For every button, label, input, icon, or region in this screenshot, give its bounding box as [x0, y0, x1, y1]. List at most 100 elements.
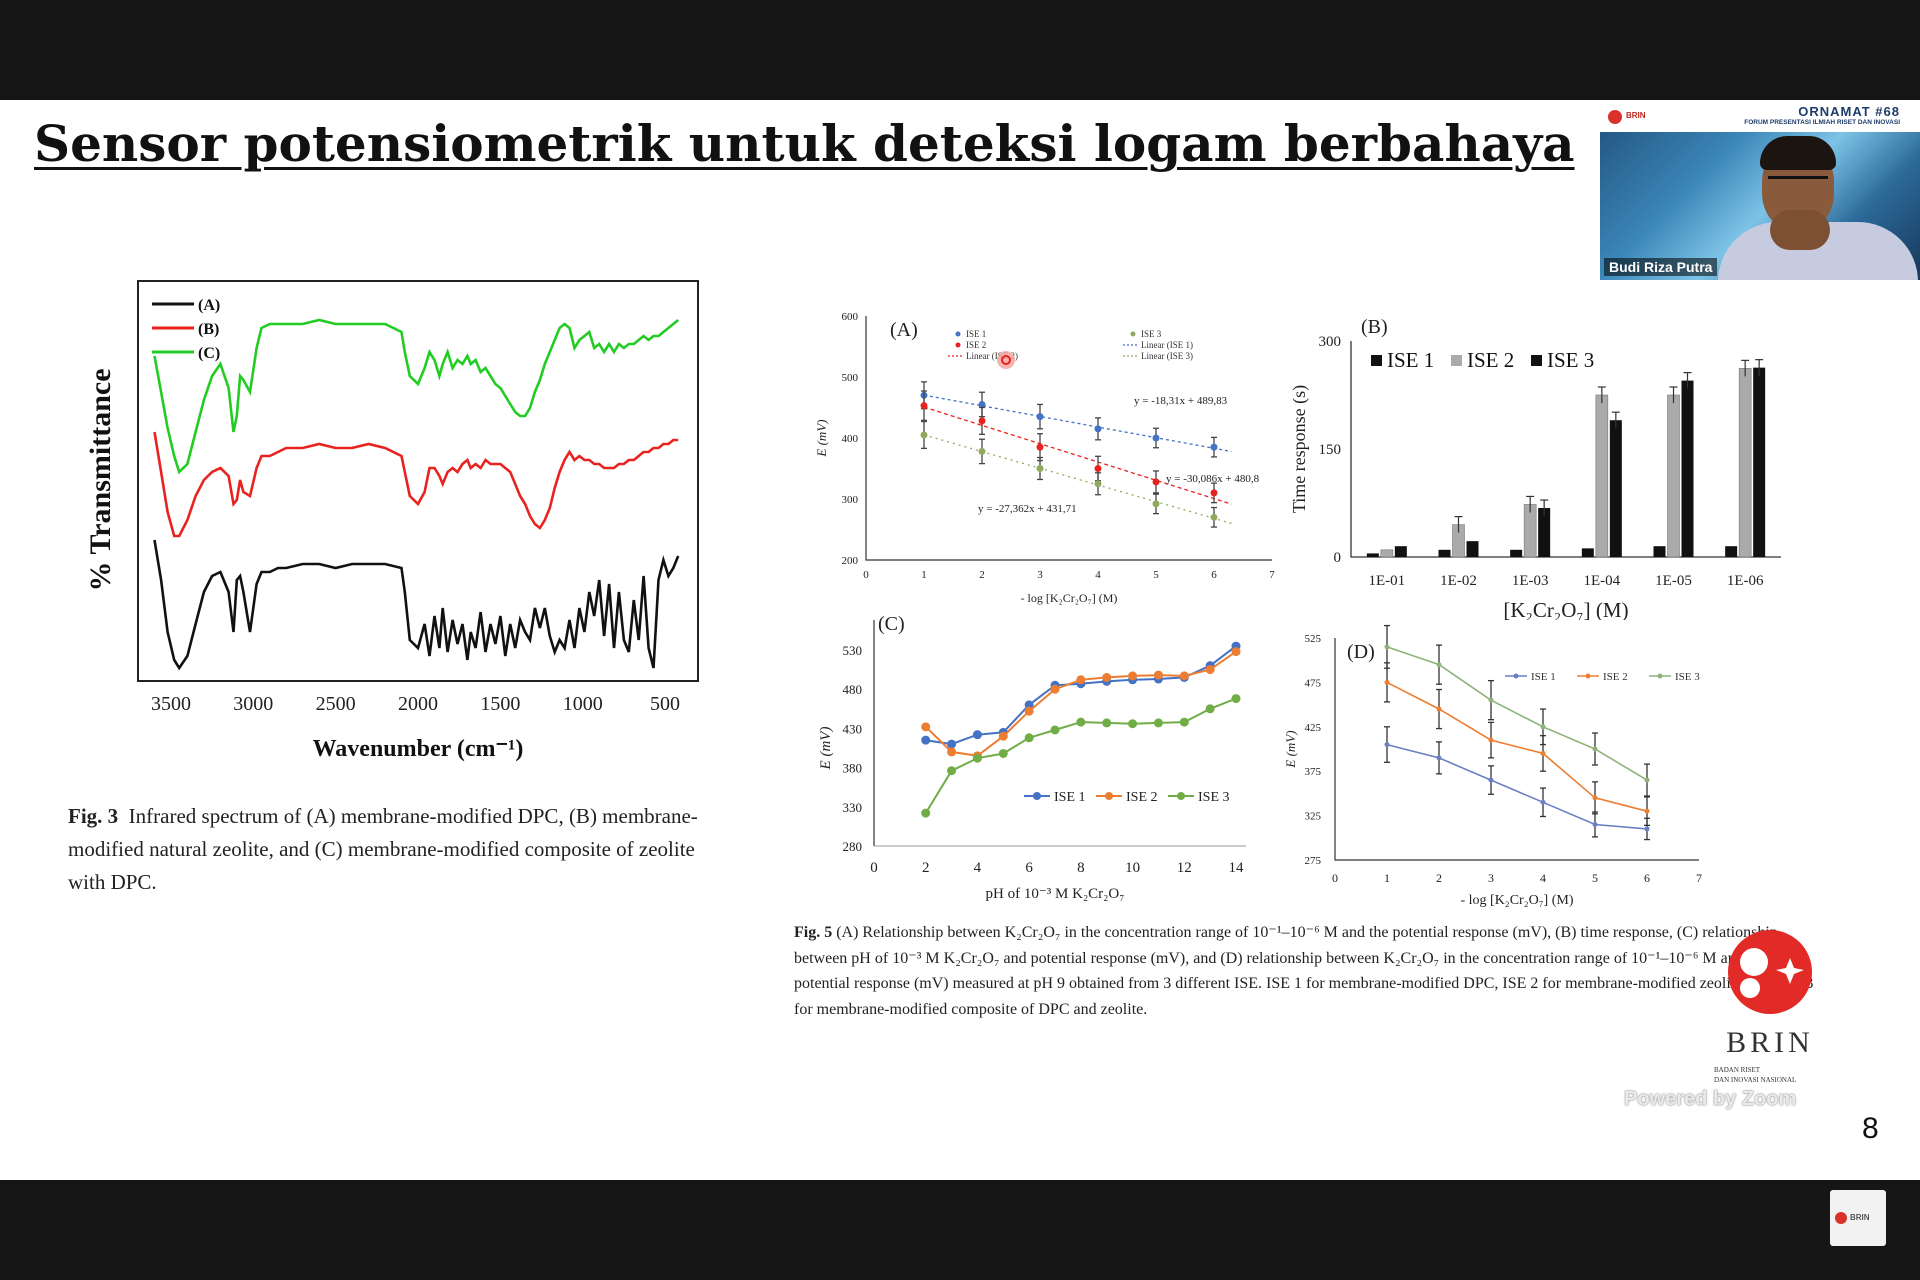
fig5a-legend-label-5: Linear (ISE 3)	[1141, 351, 1193, 361]
fig5c-panel-label: (C)	[878, 613, 905, 635]
fig5c-xlabel: pH of 10⁻³ M K₂Cr₂O₇	[986, 886, 1125, 902]
fig5c-point	[1050, 725, 1060, 735]
fig5a-legend-label-4: Linear (ISE 2)	[966, 351, 1018, 361]
fig5a-xtick-6: 6	[1211, 569, 1217, 581]
fig5b-xtick-1E-06: 1E-06	[1727, 573, 1764, 589]
speaker-glasses	[1768, 176, 1828, 191]
fig5a-xtick-4: 4	[1095, 569, 1101, 581]
fig5d-series-line-0	[1386, 743, 1648, 830]
fig5c-point	[921, 722, 931, 732]
slide-title: Sensor potensiometrik untuk deteksi loga…	[34, 114, 1575, 173]
fig5d-point	[1592, 821, 1598, 827]
fig5c-point	[921, 735, 931, 745]
brin-logo: BRIN BADAN RISET DAN INOVASI NASIONAL	[1714, 930, 1812, 1084]
fig5d-legend-label-2: ISE 3	[1675, 671, 1700, 683]
fig5d-ytick-425: 425	[1305, 722, 1322, 734]
fig5c-point	[947, 766, 957, 776]
fig5d-point	[1384, 644, 1390, 650]
fig5d-point	[1436, 662, 1442, 668]
fig5a-equation-0: y = -18,31x + 489,83	[1134, 395, 1228, 407]
fig5c-xtick-0: 0	[870, 860, 878, 876]
fig5a-ytick-200: 200	[842, 555, 859, 567]
fig5a-xtick-1: 1	[921, 569, 927, 581]
fig5d-ytick-375: 375	[1305, 766, 1322, 778]
event-forum: FORUM PRESENTASI ILMIAH RISET DAN INOVAS…	[1744, 119, 1900, 126]
fig5a-xtick-7: 7	[1269, 569, 1275, 581]
fig5b-bar	[1394, 546, 1407, 557]
fig5a-point	[978, 400, 986, 408]
fig3-series-line-0	[153, 539, 680, 671]
fig5d-point	[1592, 795, 1598, 801]
speaker-name-label: Budi Riza Putra	[1604, 258, 1718, 276]
fig5b-bar	[1538, 508, 1551, 557]
fig3-ir-spectrum-chart: (A) (B) (C) 3500 3000 2500 2000 1500 1000 500 Wave…	[84, 280, 699, 762]
fig5a-point	[1152, 434, 1160, 442]
fig5c-point	[1205, 704, 1215, 714]
fig5b-ytick-0: 0	[1334, 550, 1342, 566]
fig3-xtick-1000: 1000	[563, 693, 603, 715]
speaker-video-thumbnail[interactable]: BRIN ORNAMAT #68 FORUM PRESENTASI ILMIAH…	[1600, 102, 1920, 280]
corner-logo-text: BRIN	[1850, 1213, 1870, 1222]
fig5d-xtick-0: 0	[1332, 871, 1338, 885]
fig5a-equation-1: y = -30,086x + 480,8	[1166, 473, 1260, 485]
fig5b-bar	[1380, 549, 1394, 558]
fig5b-bar	[1438, 549, 1451, 557]
fig5a-legend-marker-1	[955, 342, 961, 348]
fig5c-point	[972, 730, 982, 740]
fig5-caption-lead: Fig. 5	[794, 924, 833, 941]
fig5d-ytick-475: 475	[1305, 677, 1322, 689]
video-brand: BRIN	[1626, 111, 1646, 120]
fig5a-point	[1036, 465, 1044, 472]
fig5c-point	[1050, 684, 1060, 694]
fig5b-bar	[1738, 368, 1752, 558]
fig3-series-line-1	[153, 431, 679, 538]
fig5d-xtick-3: 3	[1488, 871, 1494, 885]
fig5b-bar	[1581, 548, 1594, 557]
fig5c-ytick-530: 530	[843, 643, 863, 658]
fig5d-ytick-525: 525	[1305, 633, 1322, 645]
fig5d-xtick-6: 6	[1644, 871, 1650, 885]
fig5d-point	[1540, 750, 1546, 756]
fig5c-ytick-280: 280	[843, 839, 863, 854]
fig5d-series-line-2	[1386, 646, 1648, 781]
fig5b-xtick-1E-04: 1E-04	[1583, 573, 1620, 589]
fig5d-point	[1488, 777, 1494, 783]
fig5c-legend-label-0: ISE 1	[1054, 790, 1086, 805]
fig5d-series-line-1	[1386, 681, 1648, 812]
fig5d-point	[1436, 755, 1442, 761]
fig5d-legend-marker-2	[1657, 673, 1663, 679]
fig5d-legend-marker-1	[1585, 673, 1591, 679]
fig5a-xtick-5: 5	[1153, 569, 1159, 581]
fig5b-legend-swatch-2	[1531, 355, 1542, 366]
fig5a-xtick-2: 2	[979, 569, 985, 581]
fig5c-point	[921, 808, 931, 818]
event-name: ORNAMAT #68	[1798, 104, 1900, 119]
corner-brin-logo[interactable]: BRIN	[1830, 1190, 1886, 1246]
speaker-hair	[1760, 136, 1836, 170]
fig5b-legend-label-0: ISE 1	[1387, 348, 1434, 372]
fig5a-point	[1036, 413, 1044, 421]
fig5d-point	[1384, 679, 1390, 685]
fig5d-legend-label-1: ISE 2	[1603, 671, 1628, 683]
fig5a-potential-chart: 0 1 2 3 4 5 6 7 200 300 400 500 600 - log [K₂Cr₂O₇] (…	[814, 311, 1275, 605]
fig5c-xtick-8: 8	[1077, 860, 1085, 876]
fig5b-xlabel: [K₂Cr₂O₇] (M)	[1503, 598, 1628, 620]
fig5d-xtick-4: 4	[1540, 871, 1546, 885]
fig5c-point	[972, 753, 982, 763]
fig5c-point	[998, 731, 1008, 741]
fig5c-series-line-0	[925, 645, 1237, 746]
fig3-series-line-2	[153, 318, 680, 475]
fig5c-point	[1024, 706, 1034, 716]
fig5c-point	[1024, 733, 1034, 743]
fig5c-point	[1076, 675, 1086, 685]
brin-logo-circle-icon	[1728, 930, 1812, 1014]
fig5d-xtick-1: 1	[1384, 871, 1390, 885]
fig5c-legend-marker-1	[1105, 792, 1113, 800]
fig3-ylabel: % Transmittance	[84, 368, 117, 591]
fig5a-point	[1210, 443, 1218, 451]
fig3-caption: Fig. 3 Infrared spectrum of (A) membrane…	[68, 800, 728, 899]
fig5a-point	[1210, 513, 1218, 521]
fig5a-xlabel: - log [K₂Cr₂O₇] (M)	[1021, 591, 1118, 605]
fig5c-point	[1231, 647, 1241, 657]
fig5b-legend-label-2: ISE 3	[1547, 348, 1594, 372]
